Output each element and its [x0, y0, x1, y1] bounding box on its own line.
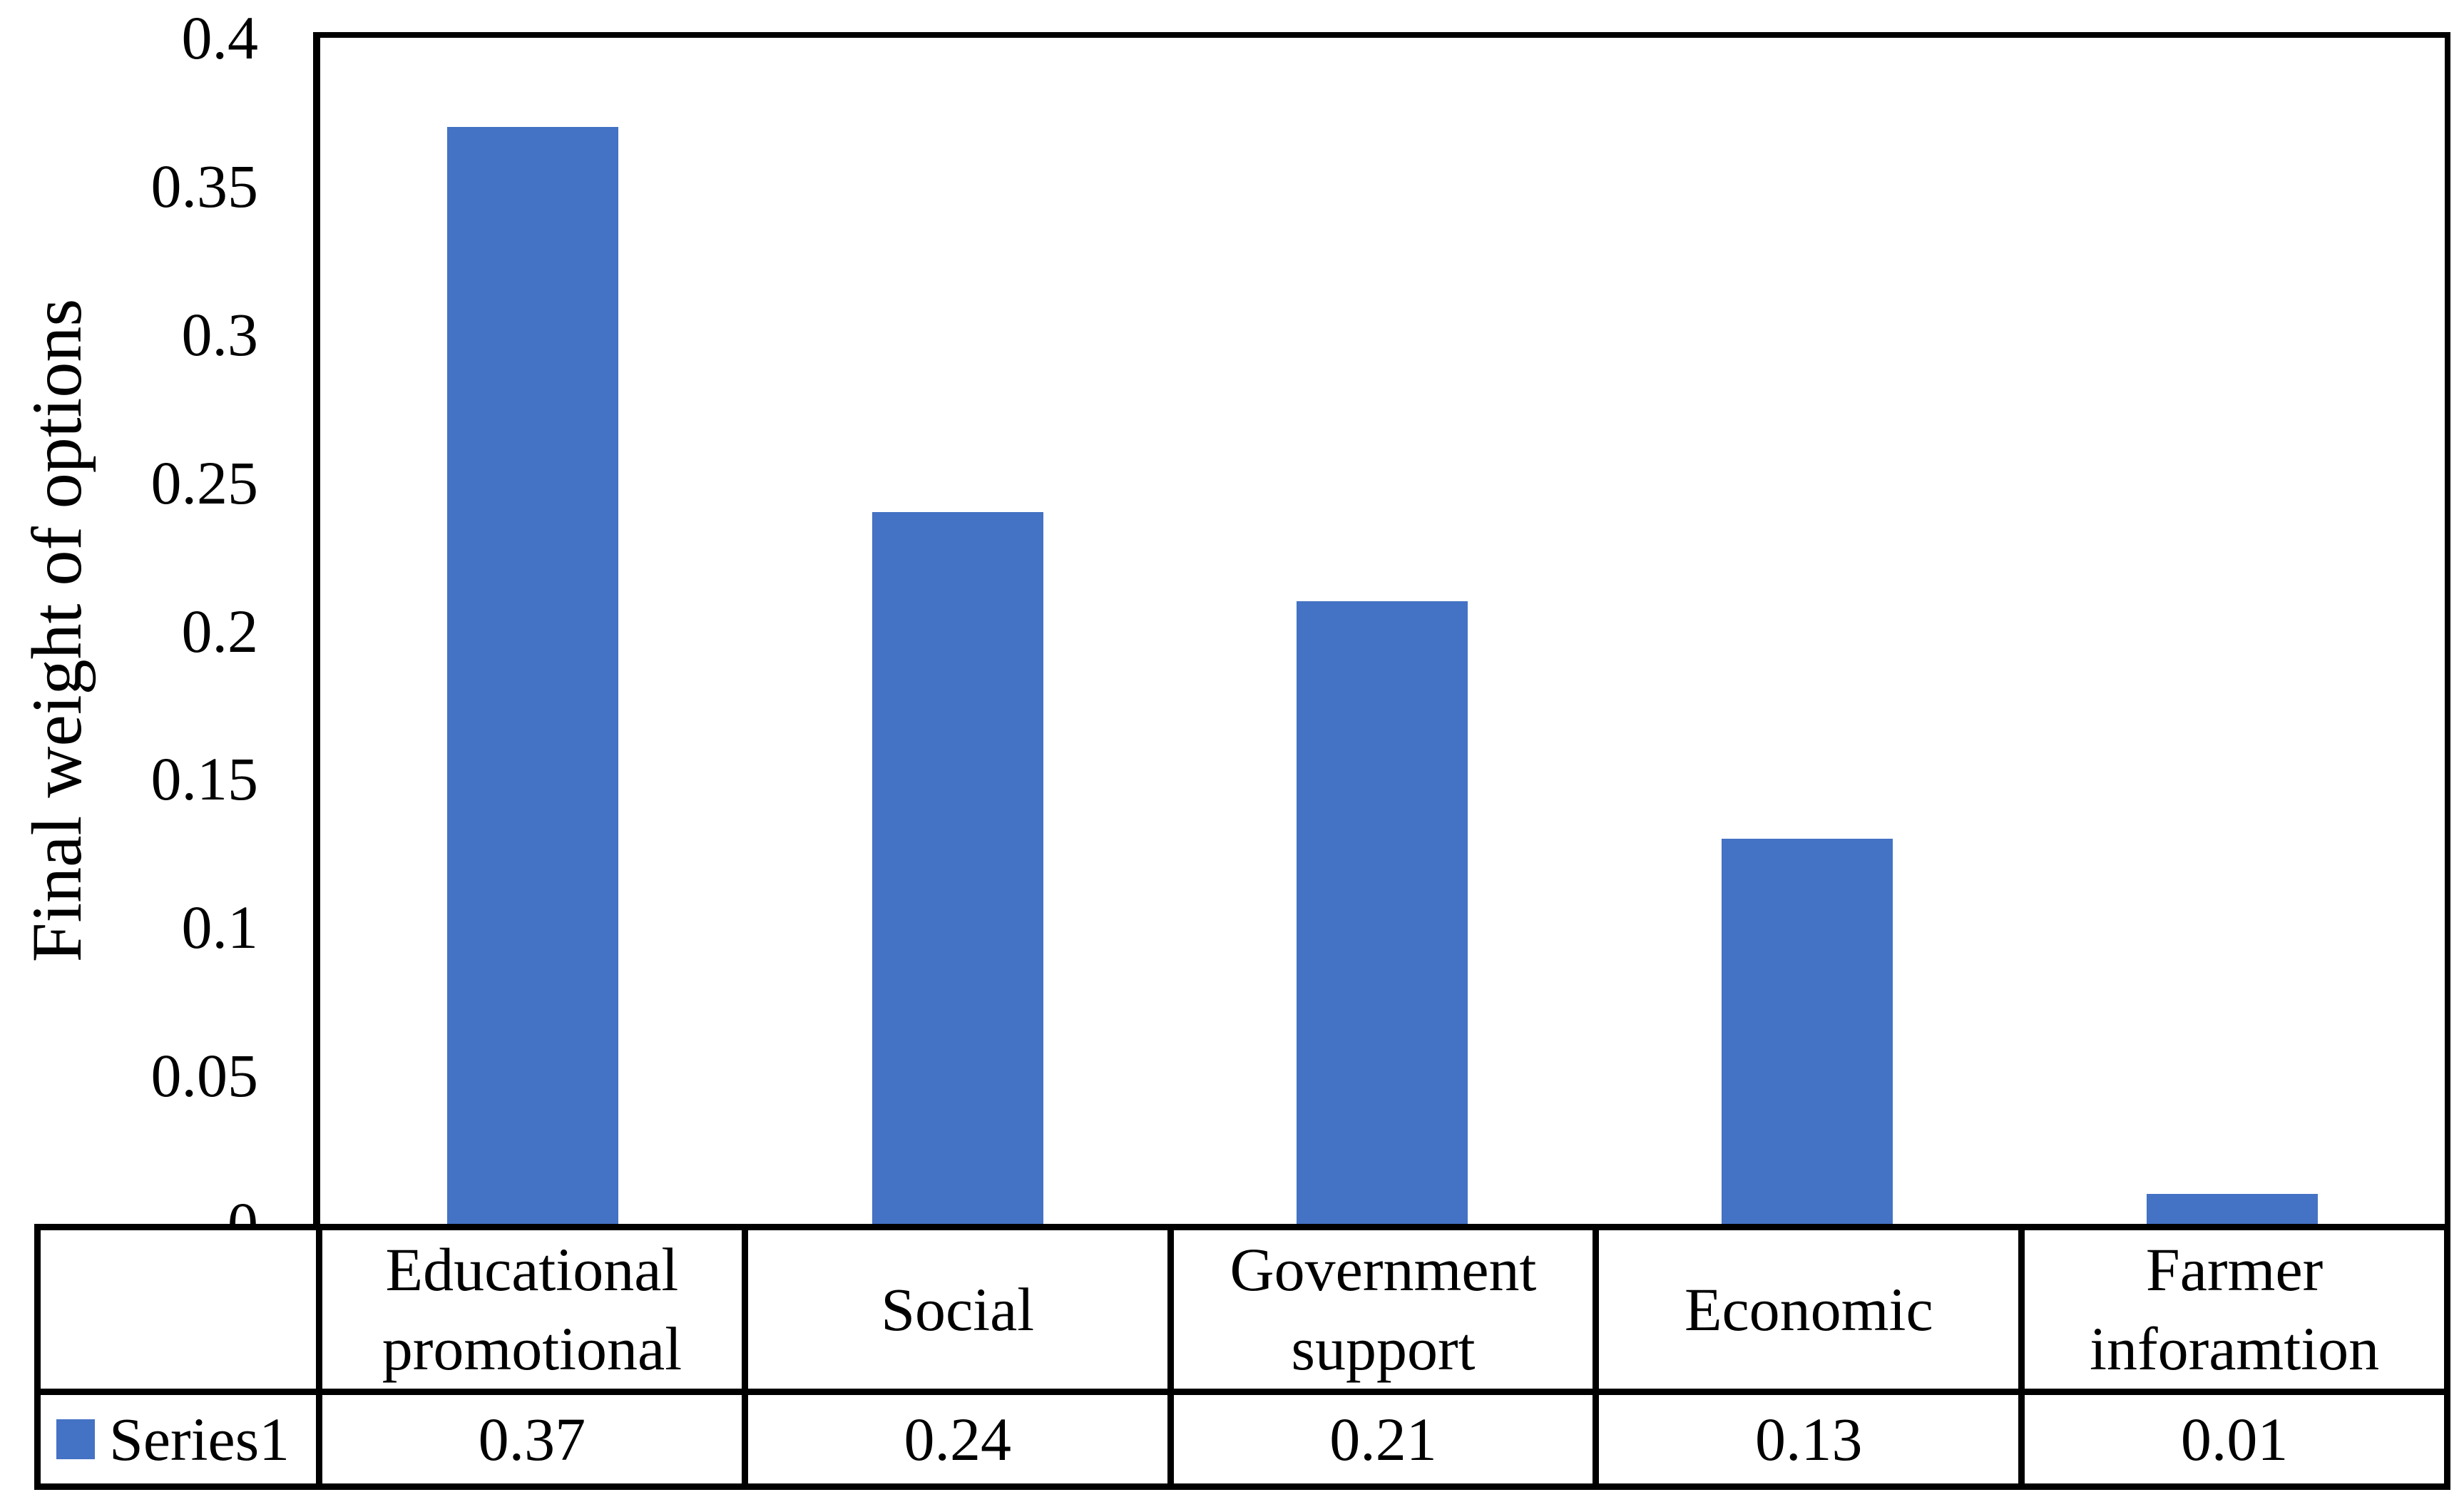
category-cell: Farmer inforamtion [2018, 1224, 2450, 1395]
bar [871, 512, 1043, 1224]
bar-slot [1595, 38, 2020, 1224]
category-cell: Educational promotional [316, 1224, 748, 1395]
bar [2147, 1194, 2319, 1224]
bar-slot [320, 38, 745, 1224]
legend-key-icon [56, 1419, 95, 1459]
value-cell: 0.13 [1593, 1389, 2025, 1490]
table-corner-cell [34, 1224, 322, 1395]
y-tick-label: 0.2 [181, 596, 259, 665]
bar-slot [2020, 38, 2445, 1224]
bar-slot [1170, 38, 1595, 1224]
plot-area [313, 32, 2450, 1224]
legend-cell: Series1 [34, 1389, 322, 1490]
y-tick-label: 0.1 [181, 893, 259, 962]
category-row: Educational promotional Social Government … [34, 1224, 2450, 1395]
y-tick-label: 0.15 [150, 745, 259, 814]
category-cell: Government support [1167, 1224, 1600, 1395]
data-table: Educational promotional Social Government … [34, 1224, 2450, 1490]
y-tick-label: 0.35 [150, 151, 259, 220]
y-tick-label: 0.25 [150, 448, 259, 517]
bar [1297, 601, 1468, 1224]
value-cell: 0.01 [2018, 1389, 2450, 1490]
bar-series [320, 38, 2445, 1224]
y-tick-label: 0.05 [150, 1041, 259, 1110]
value-cell: 0.37 [316, 1389, 748, 1490]
category-cell: Social [741, 1224, 1174, 1395]
y-tick-label: 0.3 [181, 300, 259, 369]
category-cell: Economic [1593, 1224, 2025, 1395]
bar [446, 126, 618, 1224]
legend-entry: Series1 [41, 1404, 316, 1475]
value-row: Series1 0.37 0.24 0.21 0.13 0.01 [34, 1389, 2450, 1490]
value-cell: 0.24 [741, 1389, 1174, 1490]
value-cell: 0.21 [1167, 1389, 1600, 1490]
y-tick-label: 0.4 [181, 4, 259, 72]
legend-series-label: Series1 [109, 1405, 290, 1473]
bar [1722, 838, 1893, 1224]
bar-slot [745, 38, 1170, 1224]
